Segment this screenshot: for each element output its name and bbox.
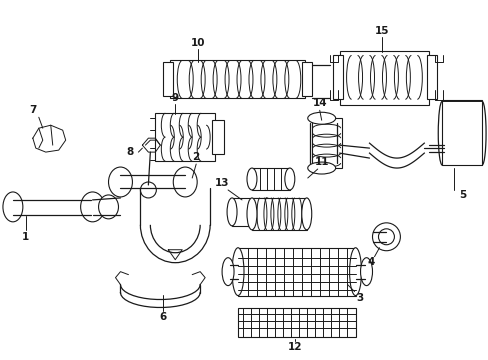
Ellipse shape [285, 168, 294, 190]
Text: 9: 9 [171, 93, 179, 103]
Text: 11: 11 [314, 157, 328, 167]
Ellipse shape [262, 198, 271, 226]
Ellipse shape [81, 192, 104, 222]
Text: 3: 3 [355, 293, 363, 302]
Ellipse shape [3, 192, 23, 222]
Ellipse shape [307, 112, 335, 124]
Ellipse shape [99, 195, 118, 219]
Bar [232, 198, 266, 226]
Ellipse shape [246, 168, 256, 190]
Ellipse shape [307, 162, 335, 174]
Text: 12: 12 [287, 342, 302, 352]
Text: 13: 13 [214, 178, 229, 188]
Bar [251, 168, 289, 190]
Text: 7: 7 [29, 105, 37, 115]
Ellipse shape [108, 167, 132, 197]
Text: 15: 15 [374, 26, 389, 36]
Ellipse shape [222, 258, 234, 285]
Ellipse shape [349, 248, 361, 296]
Ellipse shape [232, 248, 244, 296]
Text: 5: 5 [459, 190, 466, 200]
Ellipse shape [246, 198, 256, 230]
Bar [163, 62, 173, 96]
Ellipse shape [372, 223, 400, 251]
Bar [332, 55, 342, 99]
Bar [238, 248, 355, 296]
Bar [251, 198, 306, 230]
Ellipse shape [140, 182, 156, 198]
Ellipse shape [173, 167, 197, 197]
Ellipse shape [301, 198, 311, 230]
Ellipse shape [226, 198, 237, 226]
Text: 2: 2 [192, 152, 200, 162]
Bar [311, 118, 341, 168]
Text: 8: 8 [126, 147, 134, 157]
Bar [301, 62, 311, 96]
Bar [155, 113, 215, 161]
Text: 1: 1 [22, 232, 29, 242]
Bar [212, 120, 224, 154]
Text: 14: 14 [312, 98, 326, 108]
Text: 4: 4 [367, 257, 374, 267]
Text: 6: 6 [160, 312, 166, 323]
Bar [339, 50, 428, 105]
Bar [427, 55, 436, 99]
Text: 10: 10 [190, 37, 205, 48]
Ellipse shape [378, 229, 394, 245]
Bar [238, 307, 355, 337]
Ellipse shape [360, 258, 372, 285]
Bar [441, 100, 481, 165]
Bar [170, 60, 304, 98]
